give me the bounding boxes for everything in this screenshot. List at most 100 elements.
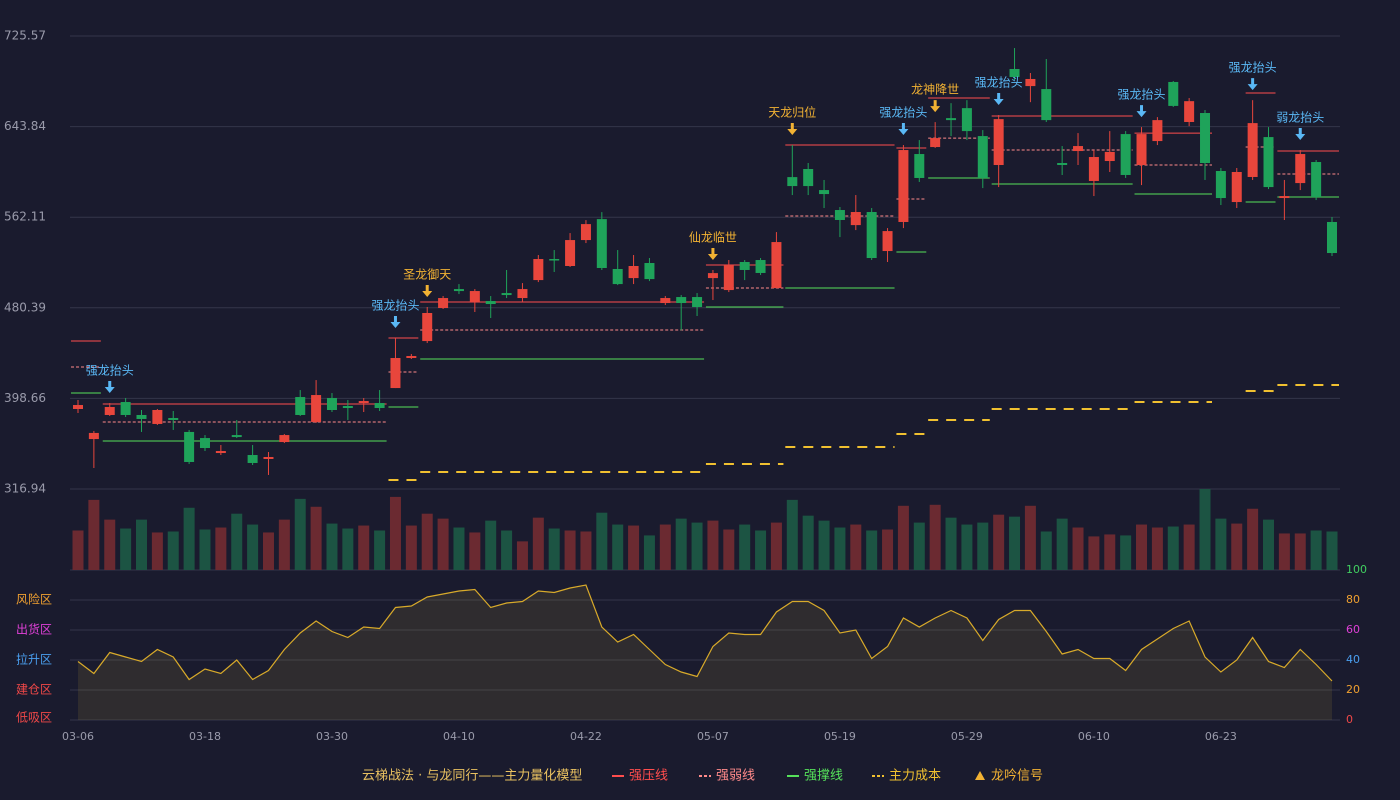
candle-body: [73, 405, 83, 410]
x-tick-label: 05-19: [824, 730, 856, 743]
volume-bar: [120, 528, 132, 570]
candle-body: [438, 298, 449, 309]
volume-bar: [501, 530, 513, 570]
volume-bar: [675, 518, 687, 570]
signal-label: 仙龙临世: [689, 230, 737, 244]
volume-bar: [1215, 518, 1227, 570]
signal-label: 圣龙御天: [403, 267, 451, 282]
volume-bar: [961, 524, 973, 570]
volume-bar: [516, 541, 528, 570]
zone-label: 拉升区: [16, 652, 52, 667]
candle-body: [1057, 163, 1068, 166]
volume-bar: [437, 518, 449, 570]
candle-body: [787, 177, 798, 187]
signal-arrow: [993, 93, 1004, 106]
volume-bar: [1024, 505, 1036, 570]
candle-body: [1073, 146, 1084, 152]
volume-bar: [262, 532, 274, 570]
legend-label: 强弱线: [716, 769, 755, 784]
candle-body: [279, 435, 290, 443]
y-tick-label: 562.11: [4, 210, 46, 224]
volume-bar: [786, 499, 798, 570]
volume-bar: [1310, 530, 1322, 570]
legend-label: 强撑线: [804, 769, 843, 784]
signal-arrow: [1136, 105, 1147, 118]
candle-body: [104, 407, 115, 415]
candle-body: [866, 212, 877, 259]
volume-bar: [421, 513, 433, 570]
volume-bar: [326, 523, 338, 570]
volume-bar: [294, 498, 306, 570]
candle-body: [517, 289, 528, 299]
indicator-tick-label: 80: [1346, 593, 1360, 606]
signal-label: 强龙抬头: [975, 76, 1023, 90]
volume-bar: [691, 522, 703, 570]
candle-body: [199, 438, 210, 449]
candle-body: [850, 212, 861, 226]
volume-bar: [1294, 533, 1306, 570]
volume-bar: [88, 499, 100, 570]
candle-body: [1184, 101, 1195, 122]
candle-body: [549, 259, 560, 261]
candle-body: [977, 136, 988, 178]
candle-body: [1295, 154, 1306, 184]
candle-body: [120, 402, 131, 415]
volume-bar: [659, 524, 671, 570]
volume-bar: [374, 530, 386, 570]
indicator-area: [78, 585, 1332, 720]
volume-bar: [469, 532, 481, 570]
candle-body: [374, 403, 385, 409]
legend-title: 云梯战法 · 与龙同行——主力量化模型: [362, 769, 582, 784]
signal-arrow: [104, 381, 115, 394]
volume-bar: [628, 525, 640, 570]
volume-bar: [135, 519, 147, 570]
candle-body: [1215, 170, 1226, 199]
volume-bar: [1056, 518, 1068, 570]
zone-label: 低吸区: [16, 711, 52, 725]
candle-body: [342, 406, 353, 409]
volume-bar: [818, 520, 830, 570]
volume-bar: [532, 517, 544, 570]
candle-body: [612, 268, 623, 285]
candle-body: [1168, 81, 1179, 106]
signal-arrow: [898, 123, 909, 136]
candle-body: [961, 108, 972, 132]
volume-bar: [1167, 526, 1179, 570]
volume-bar: [897, 505, 909, 570]
volume-bar: [929, 504, 941, 570]
signal-label: 强龙抬头: [371, 299, 419, 313]
candle-body: [358, 401, 369, 404]
volume-bar: [612, 524, 624, 570]
candle-body: [501, 293, 512, 296]
candle-body: [1311, 162, 1322, 198]
candle-body: [1327, 221, 1337, 254]
volume-bar: [882, 529, 894, 570]
volume-bar: [913, 522, 925, 570]
y-tick-label: 725.57: [4, 29, 46, 43]
candle-body: [676, 297, 687, 304]
volume-bar: [850, 524, 862, 570]
volume-bar: [1183, 524, 1195, 570]
signal-arrow: [707, 247, 718, 260]
candle-body: [819, 190, 830, 195]
candle-body: [930, 138, 941, 148]
volume-bar: [993, 514, 1005, 570]
volume-bar: [1104, 534, 1116, 570]
signal-label: 强龙抬头: [1229, 61, 1277, 75]
candle-body: [1025, 78, 1036, 87]
candle-body: [231, 435, 242, 438]
candle-body: [406, 356, 417, 359]
indicator-line: [77, 584, 1333, 682]
candle-body: [390, 358, 401, 389]
zone-label: 风险区: [16, 592, 52, 607]
volume-bar: [389, 496, 401, 570]
legend-marker: [975, 771, 985, 780]
volume-bar: [945, 517, 957, 570]
volume-bar: [199, 529, 211, 570]
candle-body: [168, 417, 179, 420]
volume-bar: [167, 531, 179, 570]
candle-body: [723, 264, 734, 291]
candle-body: [692, 297, 703, 308]
